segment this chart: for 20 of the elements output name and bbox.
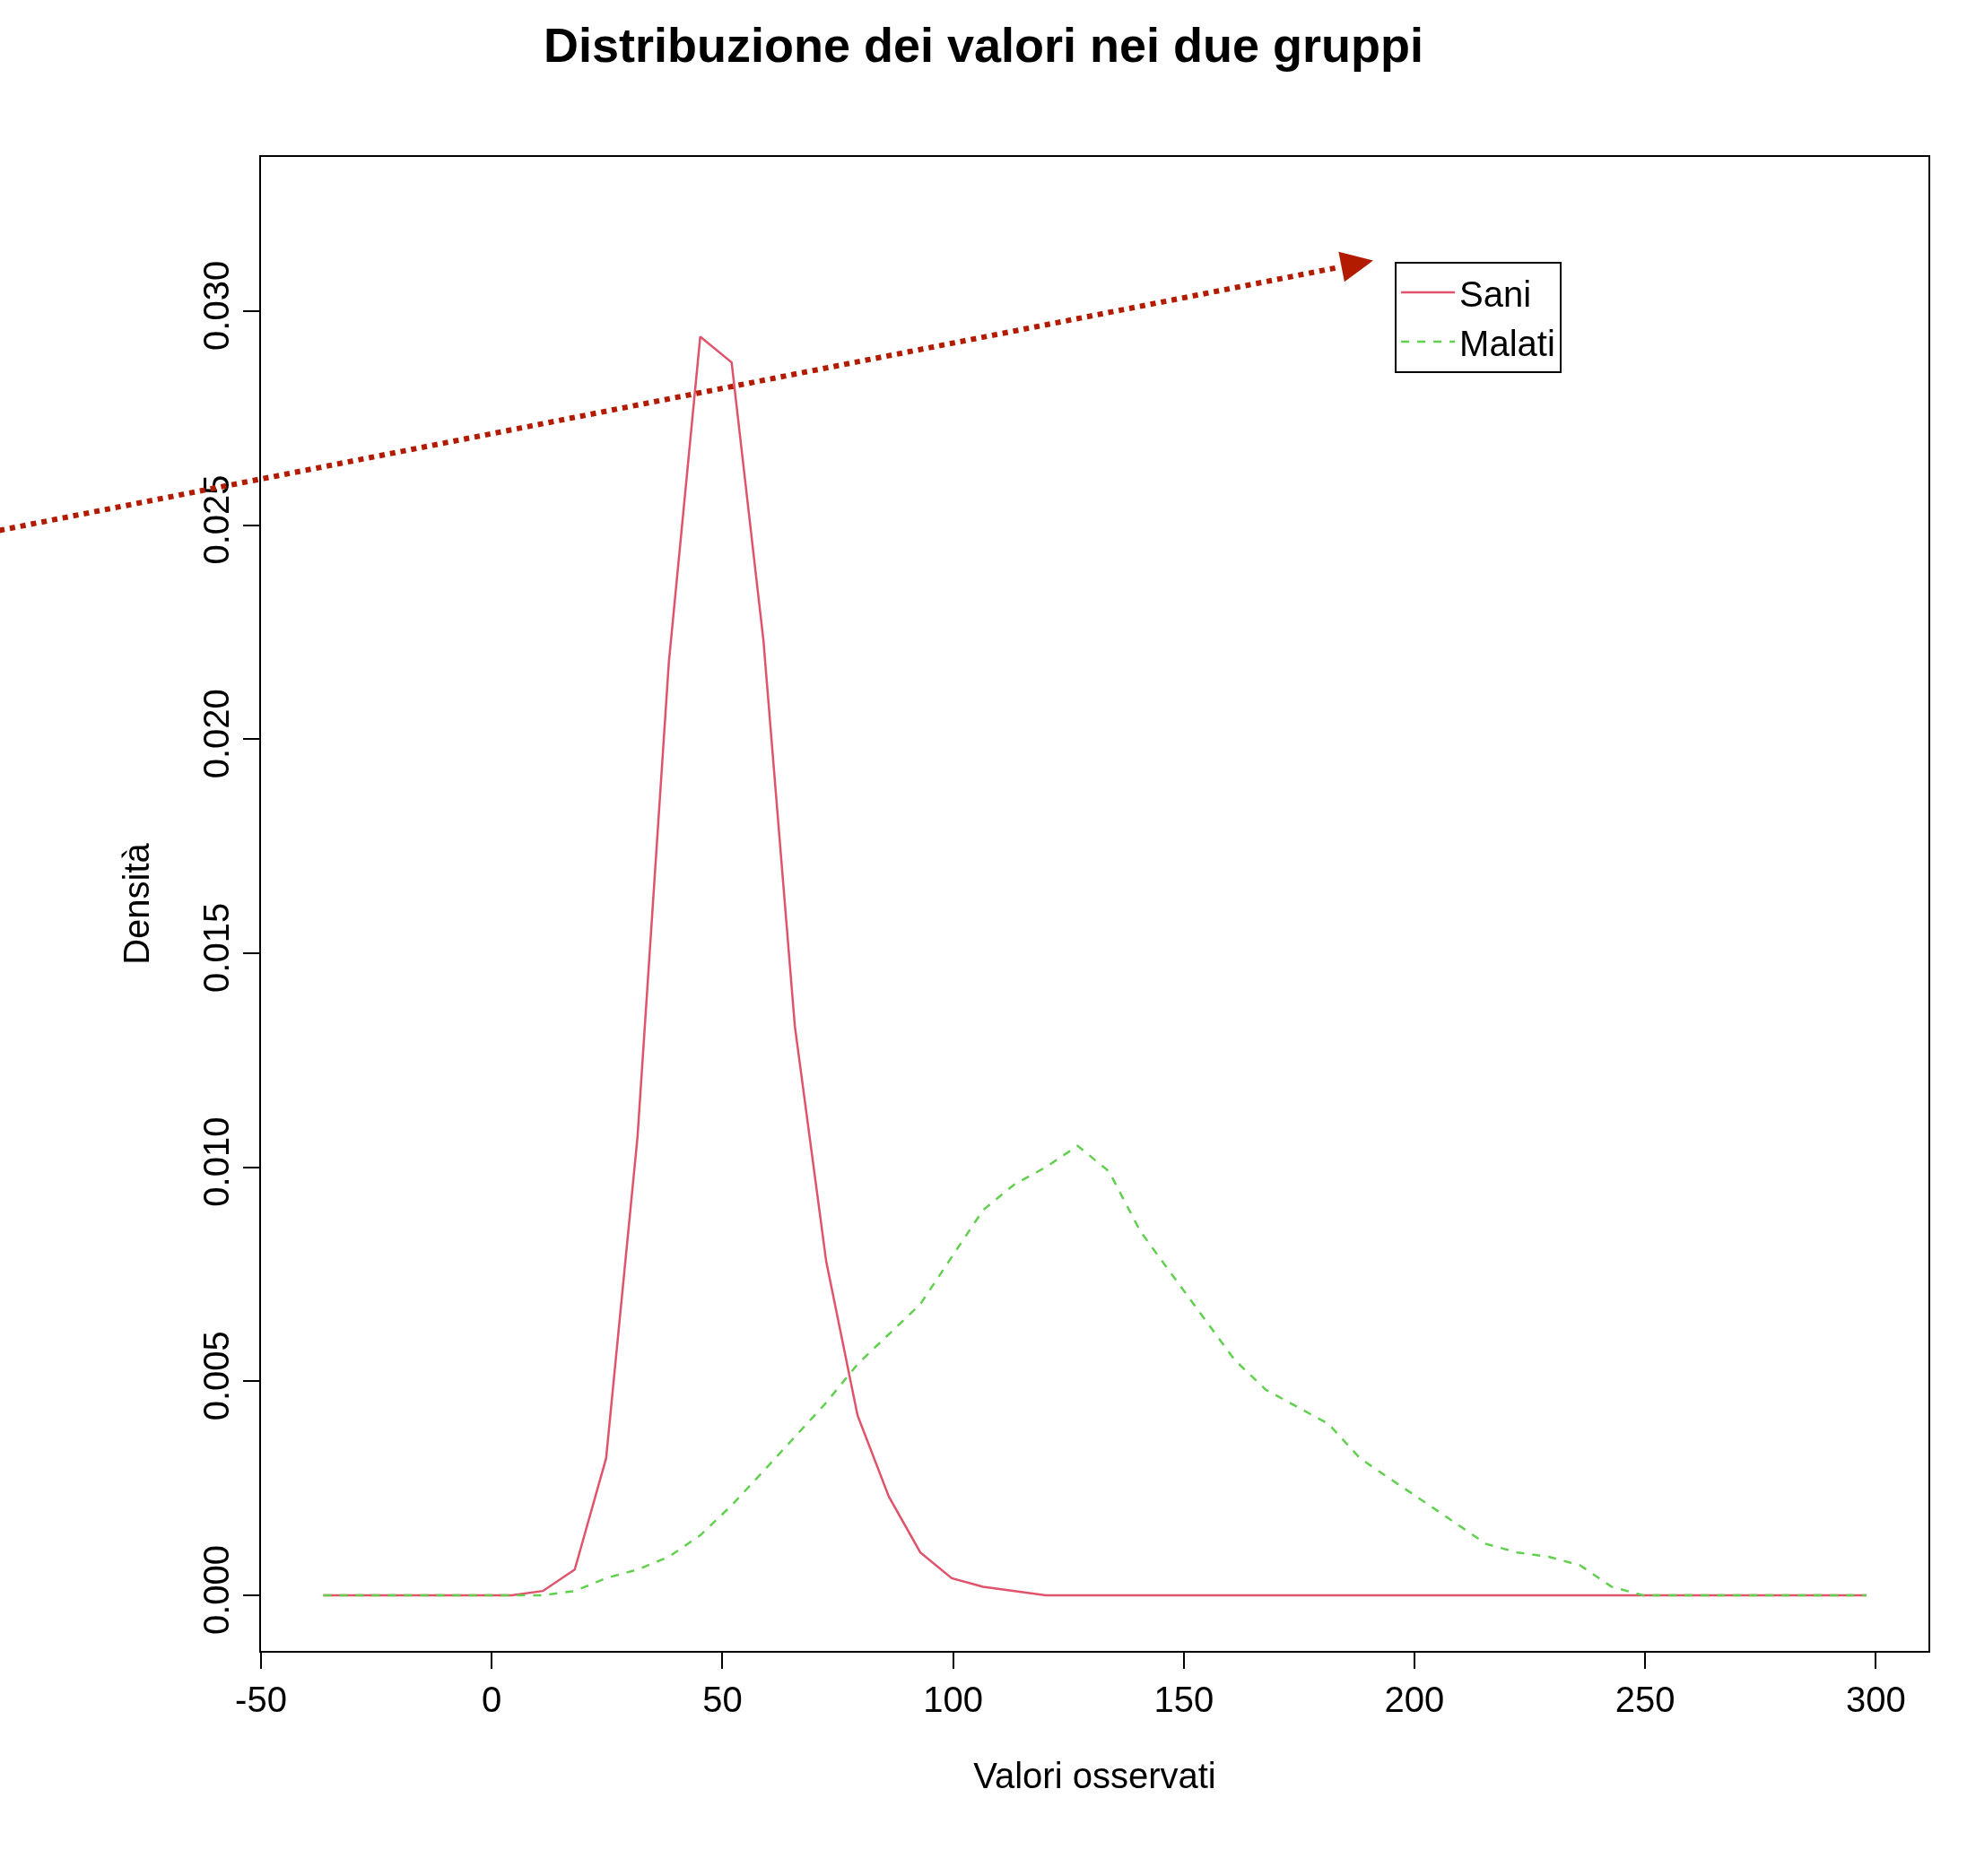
y-tick-label: 0.025: [196, 474, 236, 565]
y-axis-title: Densità: [117, 842, 156, 965]
legend-label: Malati: [1459, 323, 1555, 363]
x-tick-label: 250: [1615, 1680, 1675, 1719]
y-tick-label: 0.010: [196, 1116, 236, 1207]
x-tick-label: 100: [923, 1680, 983, 1719]
x-tick-label: -50: [235, 1680, 287, 1719]
x-tick-label: 50: [702, 1680, 743, 1719]
y-tick-label: 0.020: [196, 689, 236, 779]
y-tick-label: 0.005: [196, 1331, 236, 1421]
x-tick-label: 200: [1384, 1680, 1445, 1719]
x-tick-label: 150: [1153, 1680, 1214, 1719]
y-tick-label: 0.030: [196, 260, 236, 351]
x-tick-label: 0: [482, 1680, 502, 1719]
x-tick-label: 300: [1845, 1680, 1906, 1719]
legend-label: Sani: [1459, 274, 1532, 314]
y-tick-label: 0.000: [196, 1544, 236, 1635]
chart-title: Distribuzione dei valori nei due gruppi: [543, 18, 1424, 73]
x-axis-title: Valori osservati: [973, 1756, 1216, 1795]
y-tick-label: 0.015: [196, 902, 236, 993]
